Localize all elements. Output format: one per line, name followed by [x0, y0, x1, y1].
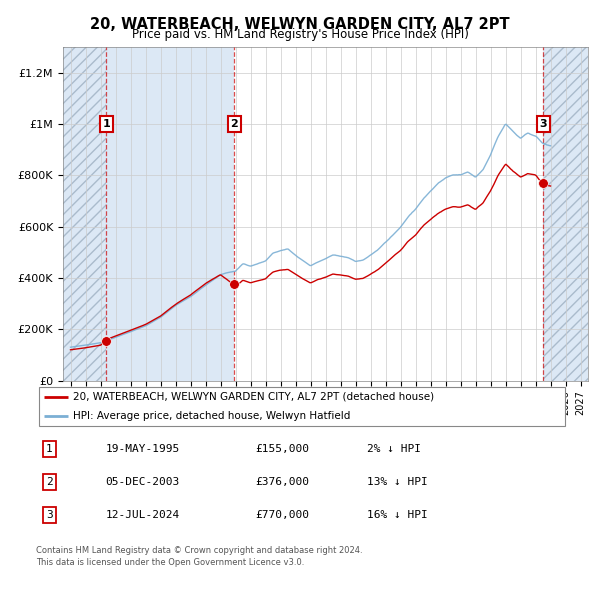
Text: 12-JUL-2024: 12-JUL-2024 [106, 510, 179, 520]
Text: 1: 1 [46, 444, 53, 454]
Text: £376,000: £376,000 [255, 477, 309, 487]
Text: £155,000: £155,000 [255, 444, 309, 454]
Text: 3: 3 [46, 510, 53, 520]
Text: Contains HM Land Registry data © Crown copyright and database right 2024.: Contains HM Land Registry data © Crown c… [36, 546, 362, 555]
Text: 2: 2 [46, 477, 53, 487]
Bar [63, 47, 106, 381]
Text: 2: 2 [230, 119, 238, 129]
Text: 20, WATERBEACH, WELWYN GARDEN CITY, AL7 2PT (detached house): 20, WATERBEACH, WELWYN GARDEN CITY, AL7 … [73, 392, 434, 402]
Text: 3: 3 [539, 119, 547, 129]
Text: 05-DEC-2003: 05-DEC-2003 [106, 477, 179, 487]
Text: 16% ↓ HPI: 16% ↓ HPI [367, 510, 428, 520]
Text: This data is licensed under the Open Government Licence v3.0.: This data is licensed under the Open Gov… [36, 558, 304, 566]
Text: Price paid vs. HM Land Registry's House Price Index (HPI): Price paid vs. HM Land Registry's House … [131, 28, 469, 41]
Text: 13% ↓ HPI: 13% ↓ HPI [367, 477, 428, 487]
Text: 19-MAY-1995: 19-MAY-1995 [106, 444, 179, 454]
Text: 1: 1 [103, 119, 110, 129]
Text: £770,000: £770,000 [255, 510, 309, 520]
Text: HPI: Average price, detached house, Welwyn Hatfield: HPI: Average price, detached house, Welw… [73, 411, 351, 421]
Bar [544, 47, 588, 381]
Text: 2% ↓ HPI: 2% ↓ HPI [367, 444, 421, 454]
Bar [106, 47, 235, 381]
FancyBboxPatch shape [38, 387, 565, 426]
Text: 20, WATERBEACH, WELWYN GARDEN CITY, AL7 2PT: 20, WATERBEACH, WELWYN GARDEN CITY, AL7 … [90, 17, 510, 31]
